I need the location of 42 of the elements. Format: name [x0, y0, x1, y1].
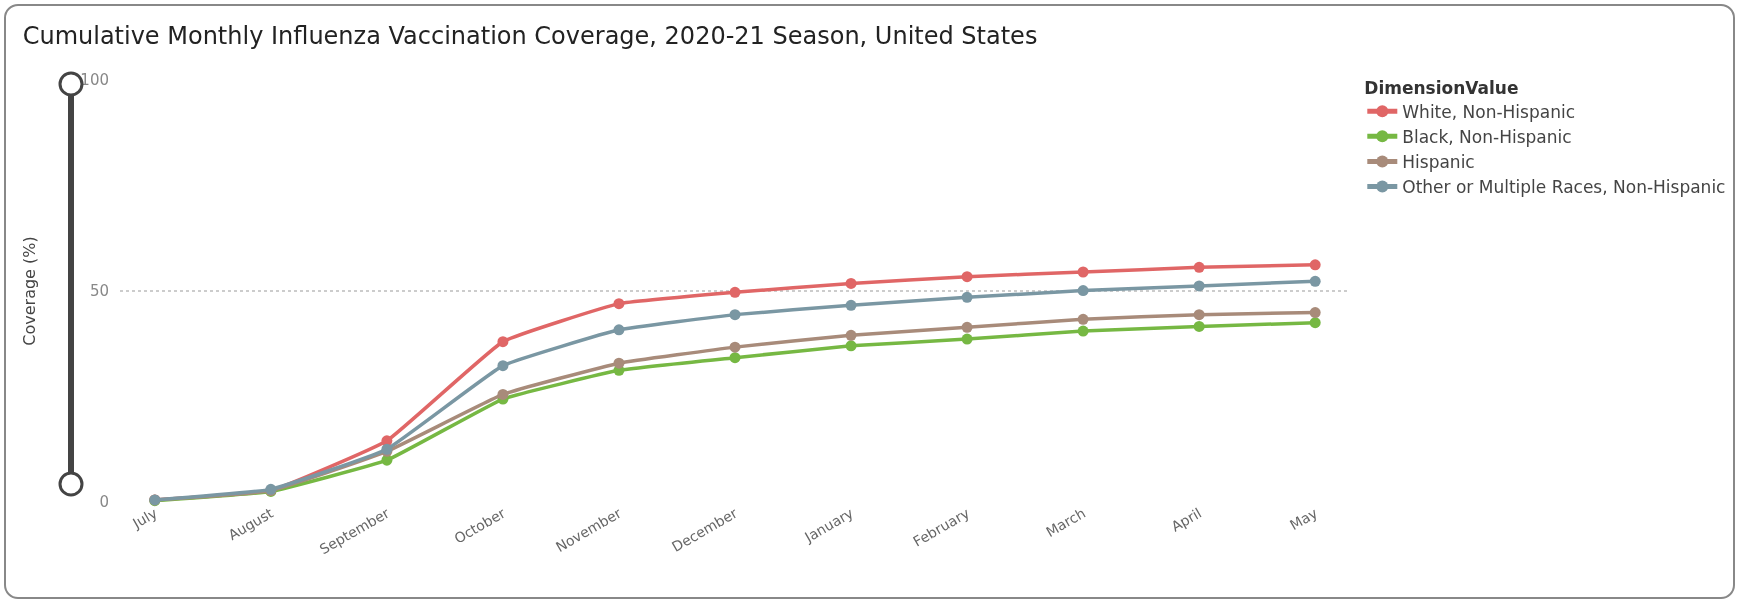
point [1193, 320, 1205, 332]
point [729, 352, 741, 364]
y-axis-title: Coverage (%) [20, 236, 40, 346]
legend-label: White, Non-Hispanic [1402, 101, 1575, 122]
point [1077, 313, 1089, 325]
chart-title: Cumulative Monthly Influenza Vaccination Coverage, 2020-21 Season, United States [22, 22, 1038, 51]
point [1077, 285, 1089, 297]
point [845, 329, 857, 341]
point [1193, 280, 1205, 292]
point [497, 360, 509, 372]
point [613, 357, 625, 369]
point [1077, 266, 1089, 278]
point [1193, 309, 1205, 321]
x-tick-label: May [1287, 504, 1321, 534]
point [1309, 307, 1321, 319]
point [497, 388, 509, 400]
legend-title: DimensionValue [1364, 77, 1519, 98]
point [613, 324, 625, 336]
point [1077, 325, 1089, 337]
legend-label: Other or Multiple Races, Non-Hispanic [1402, 177, 1726, 198]
point [1193, 261, 1205, 273]
point [729, 309, 741, 321]
point [1309, 275, 1321, 287]
legend-label: Hispanic [1402, 152, 1475, 173]
x-tick-label: July [129, 504, 160, 532]
point [1309, 317, 1321, 329]
legend-label: Black, Non-Hispanic [1402, 126, 1572, 147]
point [961, 271, 973, 283]
point [1309, 259, 1321, 271]
point [845, 299, 857, 311]
point [961, 291, 973, 303]
y-tick-label: 0 [99, 493, 109, 512]
point [961, 321, 973, 333]
point [961, 333, 973, 345]
point [729, 341, 741, 353]
point [845, 340, 857, 352]
point [845, 277, 857, 289]
point [729, 286, 741, 298]
y-tick-label: 50 [89, 282, 109, 301]
point [497, 336, 509, 348]
point [613, 298, 625, 310]
y-tick-label: 100 [80, 71, 109, 90]
